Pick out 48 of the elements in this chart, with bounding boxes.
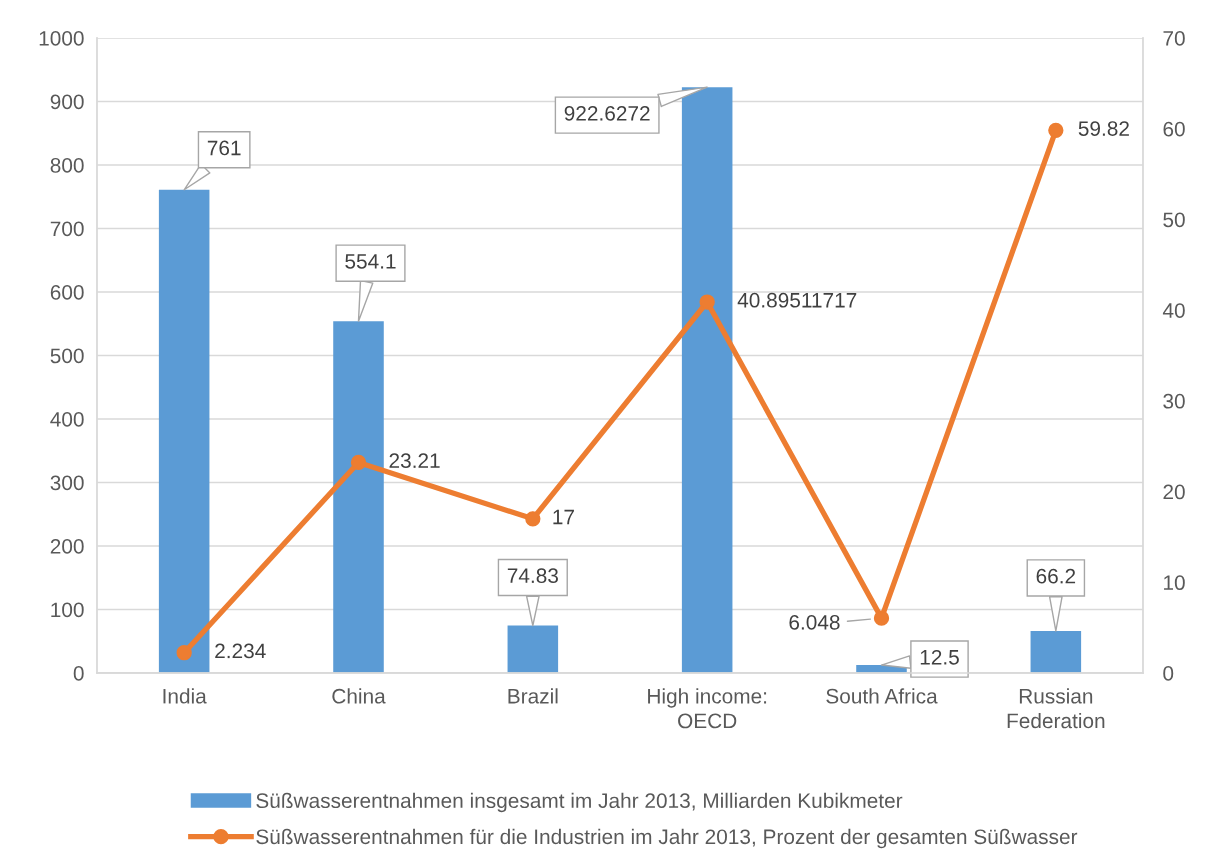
bar bbox=[507, 625, 559, 673]
data-label: 40.89511717 bbox=[737, 292, 857, 308]
bar bbox=[1030, 630, 1082, 673]
point bbox=[699, 294, 715, 310]
point bbox=[1048, 122, 1064, 138]
y-tick-label: 800 bbox=[50, 158, 84, 173]
y2-tick-label: 0 bbox=[1163, 666, 1174, 681]
y-tick-label: 500 bbox=[50, 348, 84, 364]
y2-tick-label: 70 bbox=[1163, 31, 1185, 46]
point bbox=[873, 610, 890, 626]
y-tick-label: 700 bbox=[50, 221, 84, 237]
y2-tick-label: 60 bbox=[1163, 121, 1185, 137]
y2-tick-label: 20 bbox=[1163, 484, 1185, 500]
legend-label: Süßwasserentnahmen für die Industrien im Jahr 2013, Prozent der gesamten Süßwasser bbox=[256, 828, 1078, 849]
y2-tick-label: 40 bbox=[1162, 303, 1185, 318]
y-tick-label: 300 bbox=[50, 475, 84, 491]
data-label: 6.048 bbox=[789, 614, 840, 630]
data-label: 66.2 bbox=[1036, 568, 1076, 584]
y2-tick-label: 50 bbox=[1163, 212, 1185, 228]
y-tick-label: 400 bbox=[50, 412, 84, 427]
y2-tick-label: 30 bbox=[1163, 393, 1185, 409]
legend-label: Süßwasserentnahmen insgesamt im Jahr 2013, Milliarden Kubikmeter bbox=[256, 792, 903, 813]
x-tick-label: India bbox=[163, 688, 207, 704]
data-label: 74.83 bbox=[507, 568, 558, 584]
y-tick-label: 1000 bbox=[39, 31, 84, 46]
data-label: 761 bbox=[207, 140, 241, 156]
point bbox=[525, 511, 541, 527]
y-tick-label: 900 bbox=[50, 94, 84, 110]
x-tick-label: Brazil bbox=[508, 688, 558, 704]
x-tick-label: South Africa bbox=[826, 688, 938, 704]
x-tick-label: High income: OECD bbox=[648, 688, 767, 729]
data-label: 23.21 bbox=[389, 453, 440, 469]
y-tick-label: 200 bbox=[50, 539, 84, 554]
data-label: 59.82 bbox=[1078, 121, 1129, 136]
x-tick-label: Russian Federation bbox=[1007, 688, 1105, 729]
x-tick-label: China bbox=[332, 688, 386, 704]
bar bbox=[333, 321, 384, 673]
data-label: 922.6272 bbox=[564, 105, 650, 121]
point bbox=[176, 645, 192, 661]
y2-tick-label: 10 bbox=[1164, 575, 1185, 591]
data-label: 17 bbox=[553, 509, 574, 525]
data-label: 12.5 bbox=[920, 649, 959, 665]
data-label: 2.234 bbox=[215, 643, 266, 659]
data-label: 554.1 bbox=[345, 254, 396, 269]
y-tick-label: 100 bbox=[51, 602, 84, 618]
y-tick-label: 600 bbox=[50, 285, 84, 300]
point bbox=[350, 454, 367, 471]
y-tick-label: 0 bbox=[73, 666, 84, 681]
